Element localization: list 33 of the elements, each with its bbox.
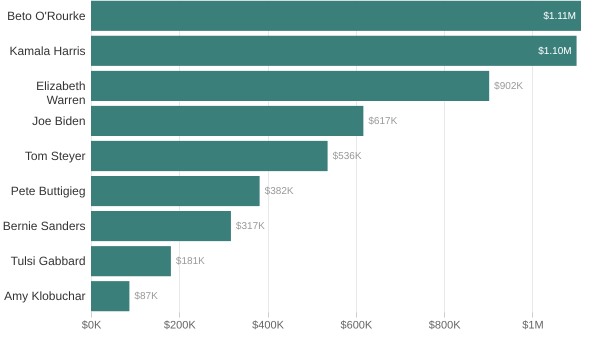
data-label: $617K: [368, 116, 398, 127]
data-label: $536K: [332, 151, 362, 162]
y-tick-label: Beto O'Rourke: [7, 8, 86, 23]
bar: [91, 36, 577, 66]
data-label: $1.11M: [543, 10, 576, 22]
y-tick-label: Tom Steyer: [24, 149, 86, 163]
bar: [91, 281, 130, 312]
bar: [91, 211, 231, 242]
x-tick-label: $800K: [428, 320, 462, 332]
bar: [91, 0, 581, 31]
y-tick-label: Joe Biden: [32, 114, 86, 128]
bar: [91, 140, 328, 172]
y-tick-label: Elizabeth Warren: [36, 78, 86, 107]
y-tick-label: Tulsi Gabbard: [10, 254, 86, 268]
bar: [91, 176, 260, 206]
y-tick-label: Pete Buttigieg: [10, 184, 86, 198]
data-label: $1.10M: [538, 46, 572, 57]
data-label: $317K: [236, 221, 266, 232]
x-tick-label: $0K: [82, 320, 102, 332]
bar: [91, 106, 364, 136]
x-tick-label: $200K: [164, 320, 196, 332]
y-tick-label: Amy Klobuchar: [4, 289, 86, 304]
x-tick-label: $600K: [340, 320, 373, 332]
x-tick-label: $1M: [522, 320, 544, 332]
data-label: $181K: [176, 256, 206, 268]
y-tick-label: Kamala Harris: [9, 44, 86, 58]
data-label: $87K: [134, 291, 158, 302]
bar: [91, 70, 490, 101]
x-tick-label: $400K: [252, 320, 285, 332]
bar: [91, 246, 171, 276]
data-label: $382K: [264, 186, 294, 198]
y-tick-label: Bernie Sanders: [2, 219, 86, 234]
data-label: $902K: [494, 80, 524, 92]
